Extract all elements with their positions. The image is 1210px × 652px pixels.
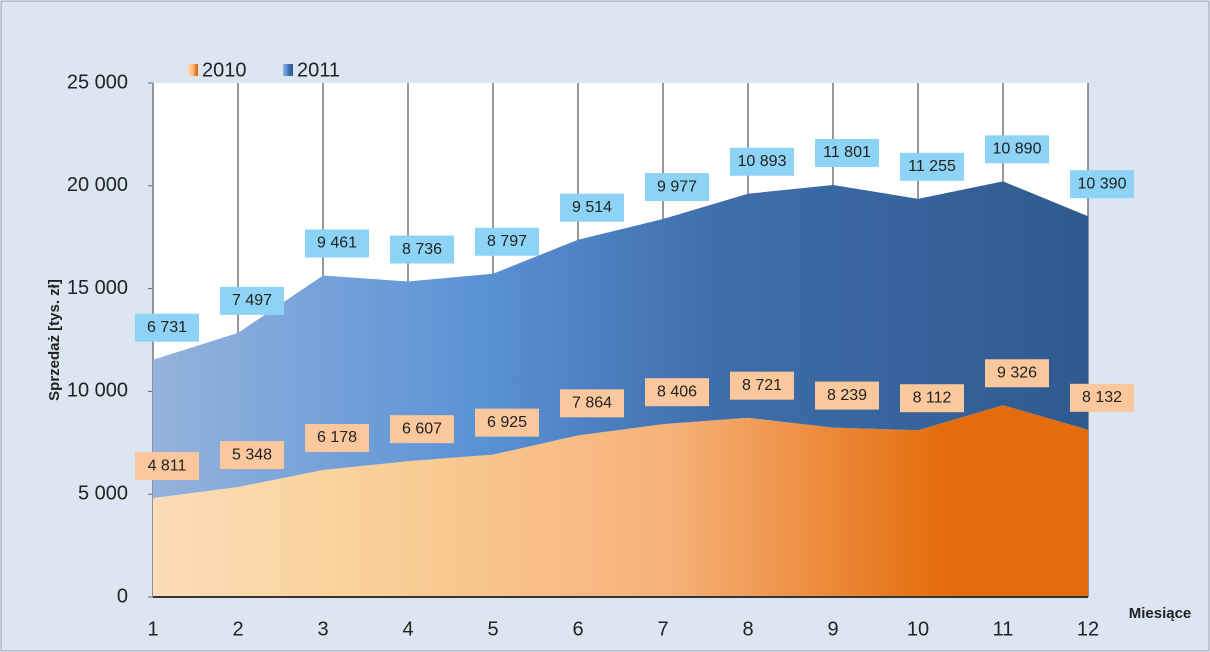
data-label-box (390, 235, 454, 264)
data-label: 8 239 (827, 387, 867, 404)
data-label: 9 461 (317, 235, 357, 252)
data-label: 7 497 (232, 292, 272, 309)
data-label-box (1070, 383, 1134, 412)
y-tick-label: 25 000 (67, 71, 128, 93)
data-label: 11 255 (908, 158, 956, 175)
x-tick-label: 10 (907, 618, 929, 640)
data-label: 8 797 (487, 233, 527, 250)
data-label-box (220, 441, 284, 470)
data-label: 6 925 (487, 414, 527, 431)
y-tick-label: 10 000 (67, 380, 128, 402)
data-label-box (645, 378, 709, 407)
data-label-box (645, 173, 709, 202)
y-tick-label: 20 000 (67, 174, 128, 196)
data-label: 4 811 (148, 457, 187, 474)
data-label: 10 390 (1078, 175, 1127, 192)
data-label-box (220, 286, 284, 315)
area (153, 405, 1088, 597)
data-label-box (815, 381, 879, 410)
data-label-box (730, 147, 794, 176)
x-tick-label: 7 (657, 618, 668, 640)
data-label: 6 178 (317, 429, 357, 446)
y-tick-label: 15 000 (67, 277, 128, 299)
data-label: 8 721 (742, 377, 782, 394)
x-tick-label: 8 (742, 618, 753, 640)
data-label: 9 977 (657, 178, 697, 195)
data-label-box (900, 384, 964, 413)
data-label: 9 326 (997, 364, 1037, 381)
data-label: 6 731 (147, 319, 187, 336)
data-label: 6 607 (402, 420, 442, 437)
data-label-box (560, 389, 624, 418)
legend-label: 2011 (297, 59, 340, 81)
area (153, 181, 1088, 499)
data-label-box (475, 408, 539, 437)
data-label-box (985, 135, 1049, 164)
data-label: 5 348 (232, 446, 272, 463)
data-label-box (135, 452, 199, 481)
data-label-box (305, 423, 369, 452)
data-label: 8 112 (913, 389, 952, 406)
legend-swatch (188, 64, 198, 76)
data-label-box (560, 193, 624, 222)
x-tick-label: 12 (1077, 618, 1099, 640)
data-label-box (135, 313, 199, 342)
x-tick-label: 3 (317, 618, 328, 640)
data-label-box (390, 415, 454, 444)
data-label: 8 736 (402, 241, 442, 258)
data-label: 8 406 (657, 383, 697, 400)
data-label: 10 890 (993, 141, 1042, 158)
y-tick-label: 0 (117, 585, 128, 607)
data-label-box (900, 152, 964, 181)
y-tick-label: 5 000 (78, 482, 128, 504)
data-label-box (475, 227, 539, 256)
data-label-box (730, 371, 794, 400)
data-label: 9 514 (572, 199, 612, 216)
x-tick-label: 9 (827, 618, 838, 640)
legend-label: 2010 (202, 59, 247, 81)
legend-swatch (283, 64, 293, 76)
y-axis-title: Sprzedaż [tys. zł] (46, 279, 63, 401)
x-tick-label: 2 (232, 618, 243, 640)
data-label-box (985, 359, 1049, 388)
data-label: 8 132 (1082, 389, 1122, 406)
x-tick-label: 4 (402, 618, 413, 640)
x-tick-label: 11 (993, 618, 1014, 640)
data-label-box (815, 138, 879, 167)
x-tick-label: 5 (487, 618, 498, 640)
x-axis-title: Miesiące (1129, 605, 1192, 622)
data-label-box (305, 229, 369, 258)
data-label: 7 864 (572, 395, 612, 412)
data-label: 10 893 (738, 153, 787, 170)
x-tick-label: 6 (572, 618, 583, 640)
x-tick-label: 1 (147, 618, 158, 640)
data-label: 11 801 (823, 144, 871, 161)
data-label-box (1070, 170, 1134, 199)
